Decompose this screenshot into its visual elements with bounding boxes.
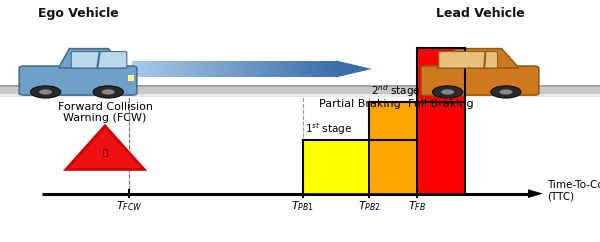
Bar xyxy=(152,60,157,77)
FancyBboxPatch shape xyxy=(421,66,539,95)
Polygon shape xyxy=(528,189,543,198)
Polygon shape xyxy=(336,60,372,77)
Bar xyxy=(285,60,290,77)
Bar xyxy=(198,60,203,77)
Bar xyxy=(0,94,600,97)
Polygon shape xyxy=(59,49,125,68)
Text: 1$^{st}$ stage: 1$^{st}$ stage xyxy=(305,121,353,137)
Bar xyxy=(270,60,275,77)
Bar xyxy=(316,60,321,77)
Polygon shape xyxy=(66,126,144,169)
Text: $T_{{FCW}}$: $T_{{FCW}}$ xyxy=(116,200,142,213)
Bar xyxy=(250,60,254,77)
Text: $T_{{FB}}$: $T_{{FB}}$ xyxy=(408,200,426,213)
Text: Lead Vehicle: Lead Vehicle xyxy=(436,7,524,20)
Circle shape xyxy=(441,89,454,95)
Circle shape xyxy=(102,89,115,95)
Bar xyxy=(234,60,239,77)
Text: Forward Collision
Warning (FCW): Forward Collision Warning (FCW) xyxy=(58,102,152,123)
Bar xyxy=(209,60,214,77)
Bar xyxy=(265,60,270,77)
Text: Partial Braking: Partial Braking xyxy=(319,99,401,109)
Bar xyxy=(280,60,285,77)
Bar xyxy=(260,60,265,77)
Bar xyxy=(132,60,137,77)
Bar xyxy=(224,60,229,77)
Bar xyxy=(214,60,219,77)
Bar xyxy=(369,102,417,194)
Bar xyxy=(290,60,295,77)
Bar xyxy=(168,60,173,77)
FancyBboxPatch shape xyxy=(439,52,497,68)
Circle shape xyxy=(31,86,61,98)
Bar xyxy=(188,60,193,77)
Bar xyxy=(157,60,163,77)
Bar xyxy=(301,60,305,77)
Text: 2$^{nd}$ stage: 2$^{nd}$ stage xyxy=(371,83,421,99)
Bar xyxy=(0,85,600,97)
Bar xyxy=(254,60,260,77)
Bar xyxy=(305,60,311,77)
Bar xyxy=(295,60,301,77)
Bar xyxy=(219,60,224,77)
Bar xyxy=(137,60,142,77)
Bar xyxy=(244,60,250,77)
Bar xyxy=(331,60,336,77)
Bar xyxy=(203,60,209,77)
Bar xyxy=(326,60,331,77)
Text: $T_{{PB1}}$: $T_{{PB1}}$ xyxy=(292,200,314,213)
FancyBboxPatch shape xyxy=(71,52,127,68)
Circle shape xyxy=(39,89,52,95)
Bar xyxy=(275,60,280,77)
Bar xyxy=(229,60,234,77)
Bar xyxy=(311,60,316,77)
Bar xyxy=(148,60,152,77)
Bar xyxy=(417,48,465,194)
Bar xyxy=(0,85,600,87)
Text: 🚘: 🚘 xyxy=(103,148,107,157)
FancyBboxPatch shape xyxy=(19,66,137,95)
Circle shape xyxy=(93,86,124,98)
Text: Ego Vehicle: Ego Vehicle xyxy=(38,7,118,20)
Bar xyxy=(183,60,188,77)
Bar xyxy=(239,60,244,77)
Text: $T_{{PB2}}$: $T_{{PB2}}$ xyxy=(358,200,380,213)
Bar xyxy=(142,60,148,77)
Bar xyxy=(303,140,369,194)
Circle shape xyxy=(499,89,512,95)
Text: Time-To-Collision
(TTC): Time-To-Collision (TTC) xyxy=(547,180,600,202)
Circle shape xyxy=(433,86,463,98)
Polygon shape xyxy=(437,49,519,68)
Bar xyxy=(193,60,198,77)
Bar xyxy=(163,60,168,77)
Bar xyxy=(178,60,183,77)
Bar xyxy=(173,60,178,77)
Bar xyxy=(321,60,326,77)
Circle shape xyxy=(491,86,521,98)
Bar xyxy=(128,75,134,81)
Text: Full Braking: Full Braking xyxy=(408,99,474,109)
